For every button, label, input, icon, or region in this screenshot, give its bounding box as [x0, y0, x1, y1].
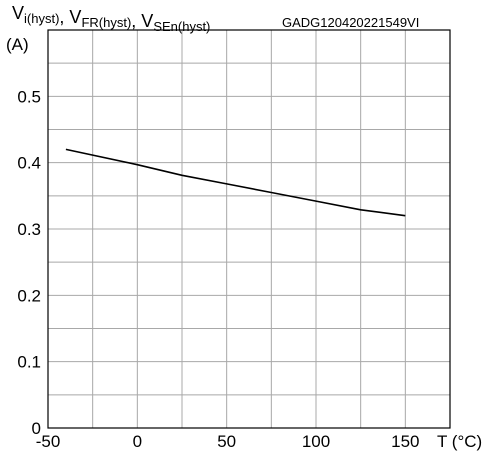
x-tick-label: 50 — [217, 432, 236, 451]
x-tick-label: -50 — [36, 432, 61, 451]
y-tick-label: 0.2 — [17, 286, 41, 305]
x-tick-label: 150 — [391, 432, 419, 451]
title-separator: , — [131, 11, 141, 31]
title-separator: , — [59, 7, 69, 27]
x-tick-label: 100 — [302, 432, 330, 451]
series-layer — [65, 148, 406, 217]
title-subscript: i(hyst) — [24, 11, 59, 26]
x-axis-label: T (°C) — [437, 432, 482, 451]
y-tick-label: 0.5 — [17, 87, 41, 106]
y-tick-label: 0 — [32, 419, 41, 438]
figure-id-label: GADG120420221549VI — [282, 15, 419, 30]
x-tick-label: 0 — [133, 432, 142, 451]
y-tick-label: 0.1 — [17, 353, 41, 372]
title-subscript: SEn(hyst) — [153, 19, 210, 34]
chart-title: Vi(hyst), VFR(hyst), VSEn(hyst) — [12, 3, 210, 34]
y-axis-label: (A) — [6, 35, 29, 54]
title-symbol: V — [141, 11, 153, 31]
plot-frame — [47, 29, 451, 429]
title-symbol: V — [69, 7, 81, 27]
grid — [48, 30, 450, 428]
axes — [47, 29, 451, 429]
title-symbol: V — [12, 3, 24, 23]
series-line — [65, 148, 406, 217]
labels: 00.10.20.30.40.5-50 0 50 100 150 T (°C)(A)Vi(… — [6, 3, 482, 451]
title-subscript: FR(hyst) — [81, 15, 131, 30]
y-tick-label: 0.3 — [17, 220, 41, 239]
y-tick-label: 0.4 — [17, 154, 41, 173]
